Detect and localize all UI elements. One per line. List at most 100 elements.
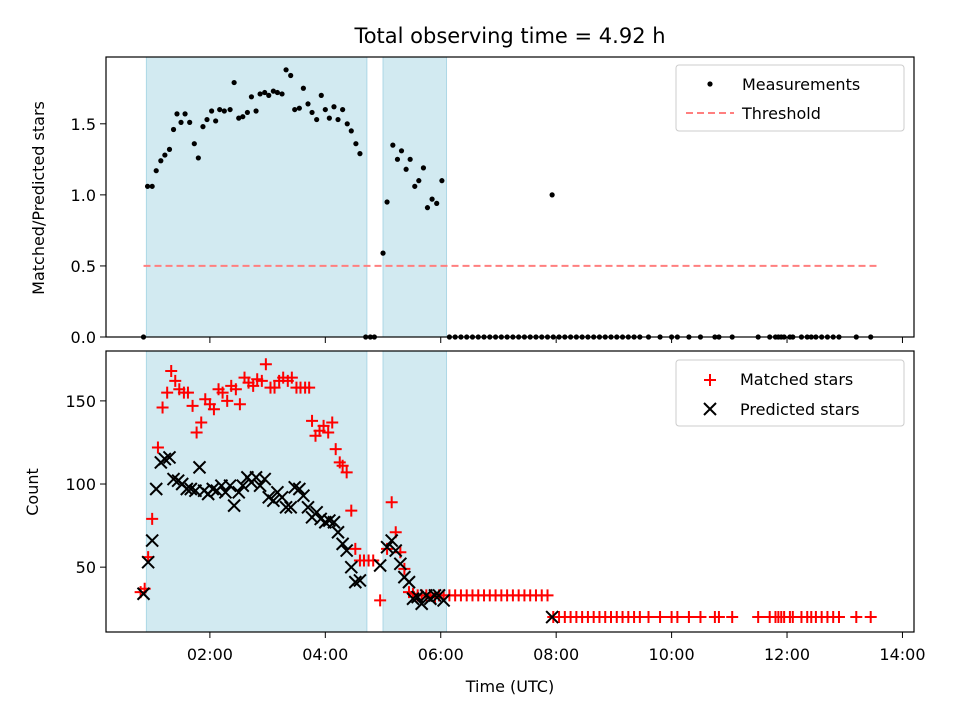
measurement-point bbox=[487, 334, 493, 340]
measurement-point bbox=[158, 158, 164, 164]
bottom-y-tick-label: 100 bbox=[65, 475, 96, 494]
measurement-point bbox=[446, 334, 452, 340]
predicted-star-point bbox=[353, 573, 367, 588]
x-tick-label: 12:00 bbox=[764, 645, 810, 664]
matched-star-point bbox=[181, 386, 194, 399]
measurement-point bbox=[240, 114, 246, 120]
measurement-point bbox=[182, 111, 188, 117]
top-y-tick-label: 0.5 bbox=[71, 257, 96, 276]
top-axes: 0.0 0.5 1.0 1.5 bbox=[71, 56, 915, 347]
measurement-point bbox=[469, 334, 476, 340]
bottom-panel: 02:00 04:00 06:00 08:00 10:00 12:00 14:00 50 100… bbox=[23, 350, 926, 696]
measurement-point bbox=[244, 109, 250, 116]
measurement-point bbox=[729, 334, 735, 340]
predicted-star-point bbox=[301, 500, 315, 515]
measurement-point bbox=[596, 334, 603, 340]
matched-star-point bbox=[385, 496, 398, 509]
measurement-point bbox=[767, 334, 773, 340]
predicted-star-point bbox=[339, 543, 354, 558]
predicted-star-point bbox=[389, 543, 403, 558]
measurement-point bbox=[637, 334, 643, 340]
matched-star-point bbox=[642, 611, 655, 624]
measurement-point bbox=[403, 166, 409, 172]
measurement-point bbox=[568, 334, 574, 340]
measurement-point bbox=[533, 334, 539, 340]
matched-star-point bbox=[541, 589, 554, 602]
measurement-point bbox=[868, 334, 874, 340]
predicted-star-point bbox=[192, 460, 207, 475]
measurement-point bbox=[384, 199, 390, 205]
measurement-point bbox=[853, 334, 859, 340]
measurement-point bbox=[340, 106, 346, 113]
predicted-star-point bbox=[292, 482, 307, 496]
bottom-y-tick-label: 50 bbox=[76, 558, 96, 577]
legend-threshold-label: Threshold bbox=[741, 104, 821, 123]
measurement-point bbox=[309, 109, 315, 116]
matched-star-point bbox=[259, 358, 272, 371]
measurement-point bbox=[562, 334, 568, 340]
measurement-point bbox=[209, 108, 215, 114]
top-legend: Measurements Threshold bbox=[675, 64, 905, 132]
predicted-star-point bbox=[428, 588, 442, 603]
matched-star-point bbox=[329, 443, 342, 456]
predicted-star-point bbox=[327, 515, 341, 529]
top-panel: 0.0 0.5 1.0 1.5 Matched/Predicted stars Mea… bbox=[29, 56, 915, 347]
matched-star-point bbox=[306, 414, 319, 427]
predicted-star-point bbox=[145, 533, 159, 548]
measurement-point bbox=[712, 334, 718, 340]
measurement-point bbox=[318, 92, 324, 98]
measurement-point bbox=[424, 205, 431, 211]
predicted-star-point bbox=[218, 485, 233, 500]
measurement-point bbox=[191, 141, 197, 147]
measurement-point bbox=[363, 334, 369, 340]
measurement-point bbox=[716, 334, 722, 340]
measurement-point bbox=[314, 116, 320, 123]
measurement-point bbox=[498, 334, 504, 340]
measurement-point bbox=[697, 334, 704, 340]
measurement-point bbox=[326, 115, 332, 121]
measurement-point bbox=[614, 334, 620, 340]
top-shaded-intervals bbox=[145, 56, 448, 338]
top-legend-frame bbox=[675, 64, 905, 132]
predicted-star-point bbox=[414, 597, 429, 611]
matched-star-point bbox=[340, 466, 353, 479]
x-axis-label: Time (UTC) bbox=[465, 677, 554, 696]
predicted-star-point bbox=[348, 575, 363, 589]
measurement-point bbox=[300, 85, 306, 91]
measurement-point bbox=[439, 178, 445, 184]
x-tick-label: 02:00 bbox=[187, 645, 233, 664]
matched-star-point bbox=[326, 416, 339, 429]
measurement-point bbox=[213, 118, 219, 124]
matched-star-point bbox=[367, 554, 380, 567]
predicted-star-point bbox=[384, 533, 399, 548]
matched-star-point bbox=[255, 374, 268, 387]
measurement-point bbox=[550, 334, 556, 340]
measurement-point bbox=[231, 79, 237, 86]
measurement-point bbox=[217, 106, 223, 113]
predicted-star-point bbox=[393, 557, 408, 571]
matched-star-point bbox=[229, 383, 242, 396]
measurement-point bbox=[819, 334, 825, 340]
matched-star-point bbox=[268, 381, 281, 394]
matched-star-point bbox=[151, 441, 164, 454]
predicted-star-point bbox=[141, 555, 155, 569]
measurement-point bbox=[434, 200, 440, 206]
bottom-marks bbox=[134, 358, 877, 624]
matched-star-point bbox=[190, 426, 203, 439]
predicted-star-point bbox=[223, 478, 237, 493]
matched-star-point bbox=[186, 399, 199, 412]
measurement-point bbox=[149, 183, 155, 189]
predicted-star-point bbox=[136, 587, 151, 601]
bottom-shaded-interval bbox=[382, 350, 448, 633]
x-tick-label: 04:00 bbox=[302, 645, 348, 664]
top-y-tick-label: 1.0 bbox=[71, 186, 96, 205]
matched-star-point bbox=[726, 611, 739, 624]
bottom-y-axis-label: Count bbox=[23, 468, 42, 516]
matched-star-point bbox=[336, 459, 349, 472]
measurement-point bbox=[836, 334, 842, 340]
legend-predicted-marker bbox=[703, 402, 717, 416]
measurement-point bbox=[585, 334, 591, 340]
measurement-point bbox=[539, 334, 545, 340]
measurement-point bbox=[475, 334, 481, 340]
matched-star-point bbox=[161, 386, 174, 399]
